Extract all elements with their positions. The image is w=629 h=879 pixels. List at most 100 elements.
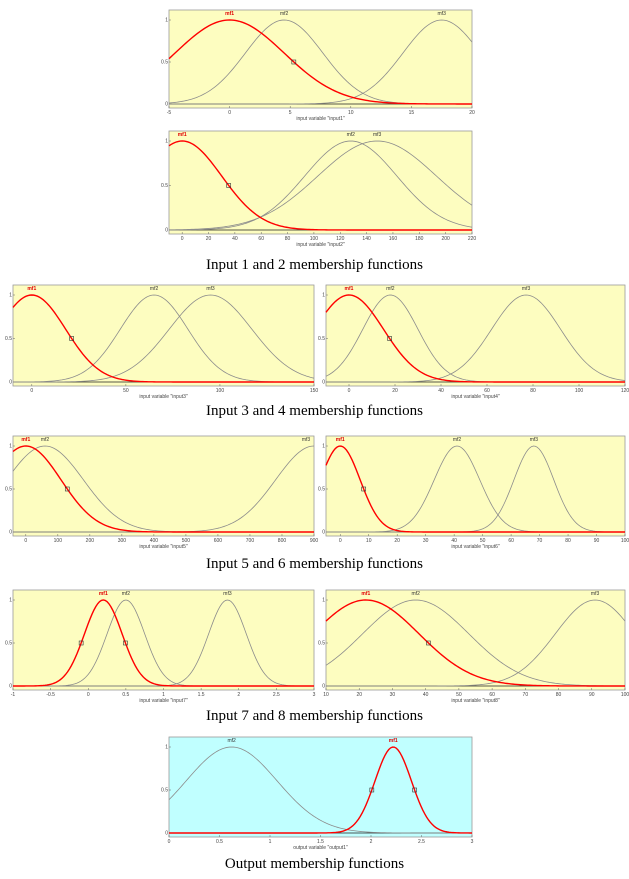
x-tick-label: 220 [468, 236, 477, 242]
x-tick-label: 0.5 [122, 692, 129, 698]
mf-curve-mf3[interactable] [326, 445, 625, 533]
y-tick-label: 1 [165, 18, 168, 24]
plot-panel-input7: 0 0.5 1 -1 -0.5 0 0.5 1 1.5 2 2.5 3 input variable "… [5, 582, 317, 704]
x-tick-label: 0.5 [216, 839, 223, 845]
mf-label-mf2: mf2 [227, 738, 236, 744]
x-axis-label: input variable "input7" [139, 698, 188, 704]
y-tick-label: 1 [322, 293, 325, 299]
mf-label-mf2: mf2 [453, 437, 462, 443]
y-tick-label: 0 [322, 684, 325, 690]
plot-area [12, 589, 315, 691]
mf-curve-mf1[interactable] [12, 445, 314, 533]
y-tick-label: 0.5 [318, 487, 325, 493]
y-tick-label: 1 [9, 293, 12, 299]
mf-handle[interactable] [426, 640, 431, 646]
x-tick-label: 20 [392, 388, 398, 394]
mf-curve-mf2[interactable] [325, 599, 625, 687]
caption-output: Output membership functions [224, 856, 405, 872]
mf-curve-mf1[interactable] [325, 445, 625, 533]
mf-label-mf2: mf2 [41, 437, 50, 443]
mf-handle[interactable] [412, 787, 417, 793]
mf-label-mf2: mf2 [150, 286, 159, 292]
x-tick-label: 70 [523, 692, 529, 698]
plot-panel-input1: 0 0.5 1 -5 0 5 10 15 20 input variable "input1" mf… [161, 2, 475, 122]
mf-curve-mf2[interactable] [169, 140, 473, 231]
mf-handle[interactable] [387, 336, 392, 341]
y-tick-label: 0.5 [5, 336, 12, 342]
x-tick-label: 40 [438, 388, 444, 394]
mf-handle[interactable] [78, 640, 84, 646]
x-tick-label: 50 [456, 692, 462, 698]
y-tick-label: 1 [9, 444, 12, 450]
x-tick-label: 80 [565, 538, 571, 544]
mf-label-mf1: mf1 [178, 132, 187, 138]
x-axis-label: input variable "input3" [139, 394, 188, 400]
mf-curve-mf3[interactable] [169, 19, 473, 105]
x-tick-label: 200 [86, 538, 95, 544]
x-tick-label: 60 [489, 692, 495, 698]
plot-panel-output1: 0 0.5 1 0 0.5 1 1.5 2 2.5 3 output variable "outpu… [161, 729, 475, 851]
x-tick-label: 900 [310, 538, 319, 544]
plot-panel-input6: 0 0.5 1 0 10 20 30 40 50 60 70 80 90 100 input variabl… [318, 428, 629, 550]
x-tick-label: -1 [11, 692, 16, 698]
mf-label-mf2: mf2 [280, 11, 289, 17]
x-tick-label: 100 [621, 538, 629, 544]
mf-curve-mf1[interactable] [169, 746, 472, 834]
caption-inputs-7-8: Input 7 and 8 membership functions [205, 708, 424, 724]
mf-curve-mf3[interactable] [168, 140, 473, 231]
x-tick-label: -5 [167, 110, 172, 116]
mf-curve-mf1[interactable] [325, 599, 625, 687]
x-tick-label: 15 [409, 110, 415, 116]
y-tick-label: 1 [165, 139, 168, 145]
mf-label-mf2: mf2 [412, 591, 421, 597]
mf-handle[interactable] [226, 183, 232, 188]
mf-label-mf1: mf1 [389, 738, 398, 744]
mf-curve-mf3[interactable] [326, 294, 626, 383]
y-tick-label: 0 [322, 380, 325, 386]
y-tick-label: 0 [322, 530, 325, 536]
mf-label-mf1: mf1 [345, 286, 354, 292]
mf-curve-mf1[interactable] [168, 140, 472, 231]
y-tick-label: 0 [165, 102, 168, 108]
x-tick-label: 30 [390, 692, 396, 698]
y-tick-label: 0 [9, 684, 12, 690]
membership-plot-input2: 0 0.5 1 0 20 40 60 80 100 120 140 160 180 200 220 input… [161, 130, 477, 248]
x-tick-label: 60 [508, 538, 514, 544]
mf-handle[interactable] [64, 486, 70, 492]
x-tick-label: 60 [484, 388, 490, 394]
mf-handle[interactable] [123, 640, 128, 646]
mf-handle[interactable] [69, 336, 74, 341]
x-tick-label: 0 [348, 388, 351, 394]
x-tick-label: 2.5 [273, 692, 280, 698]
y-tick-label: 0 [165, 228, 168, 234]
x-tick-label: 1 [269, 839, 272, 845]
mf-curve-mf1[interactable] [168, 19, 473, 105]
mf-handle[interactable] [369, 787, 375, 793]
x-tick-label: 0 [30, 388, 33, 394]
x-tick-label: 40 [451, 538, 457, 544]
mf-curve-mf3[interactable] [13, 294, 315, 383]
x-tick-label: 60 [258, 236, 264, 242]
x-tick-label: 2 [370, 839, 373, 845]
x-axis-label: input variable "input8" [451, 698, 500, 704]
mf-handle[interactable] [361, 486, 367, 492]
mf-handle[interactable] [291, 59, 297, 65]
x-tick-label: 10 [323, 692, 329, 698]
mf-label-mf2: mf2 [122, 591, 131, 597]
x-tick-label: 140 [362, 236, 371, 242]
mf-curve-mf3[interactable] [326, 599, 626, 687]
x-tick-label: 40 [232, 236, 238, 242]
mf-label-mf3: mf3 [223, 591, 232, 597]
x-tick-label: 2 [237, 692, 240, 698]
mf-label-mf2: mf2 [386, 286, 395, 292]
mf-curve-mf1[interactable] [325, 294, 625, 383]
mf-curve-mf2[interactable] [168, 746, 472, 834]
y-tick-label: 0 [9, 380, 12, 386]
mf-label-mf3: mf3 [438, 11, 447, 17]
caption-inputs-3-4: Input 3 and 4 membership functions [205, 403, 424, 419]
x-axis-label: input variable "input1" [296, 116, 345, 122]
mf-curve-mf1[interactable] [12, 294, 314, 383]
mf-curve-mf1[interactable] [13, 599, 314, 687]
y-tick-label: 0.5 [318, 336, 325, 342]
